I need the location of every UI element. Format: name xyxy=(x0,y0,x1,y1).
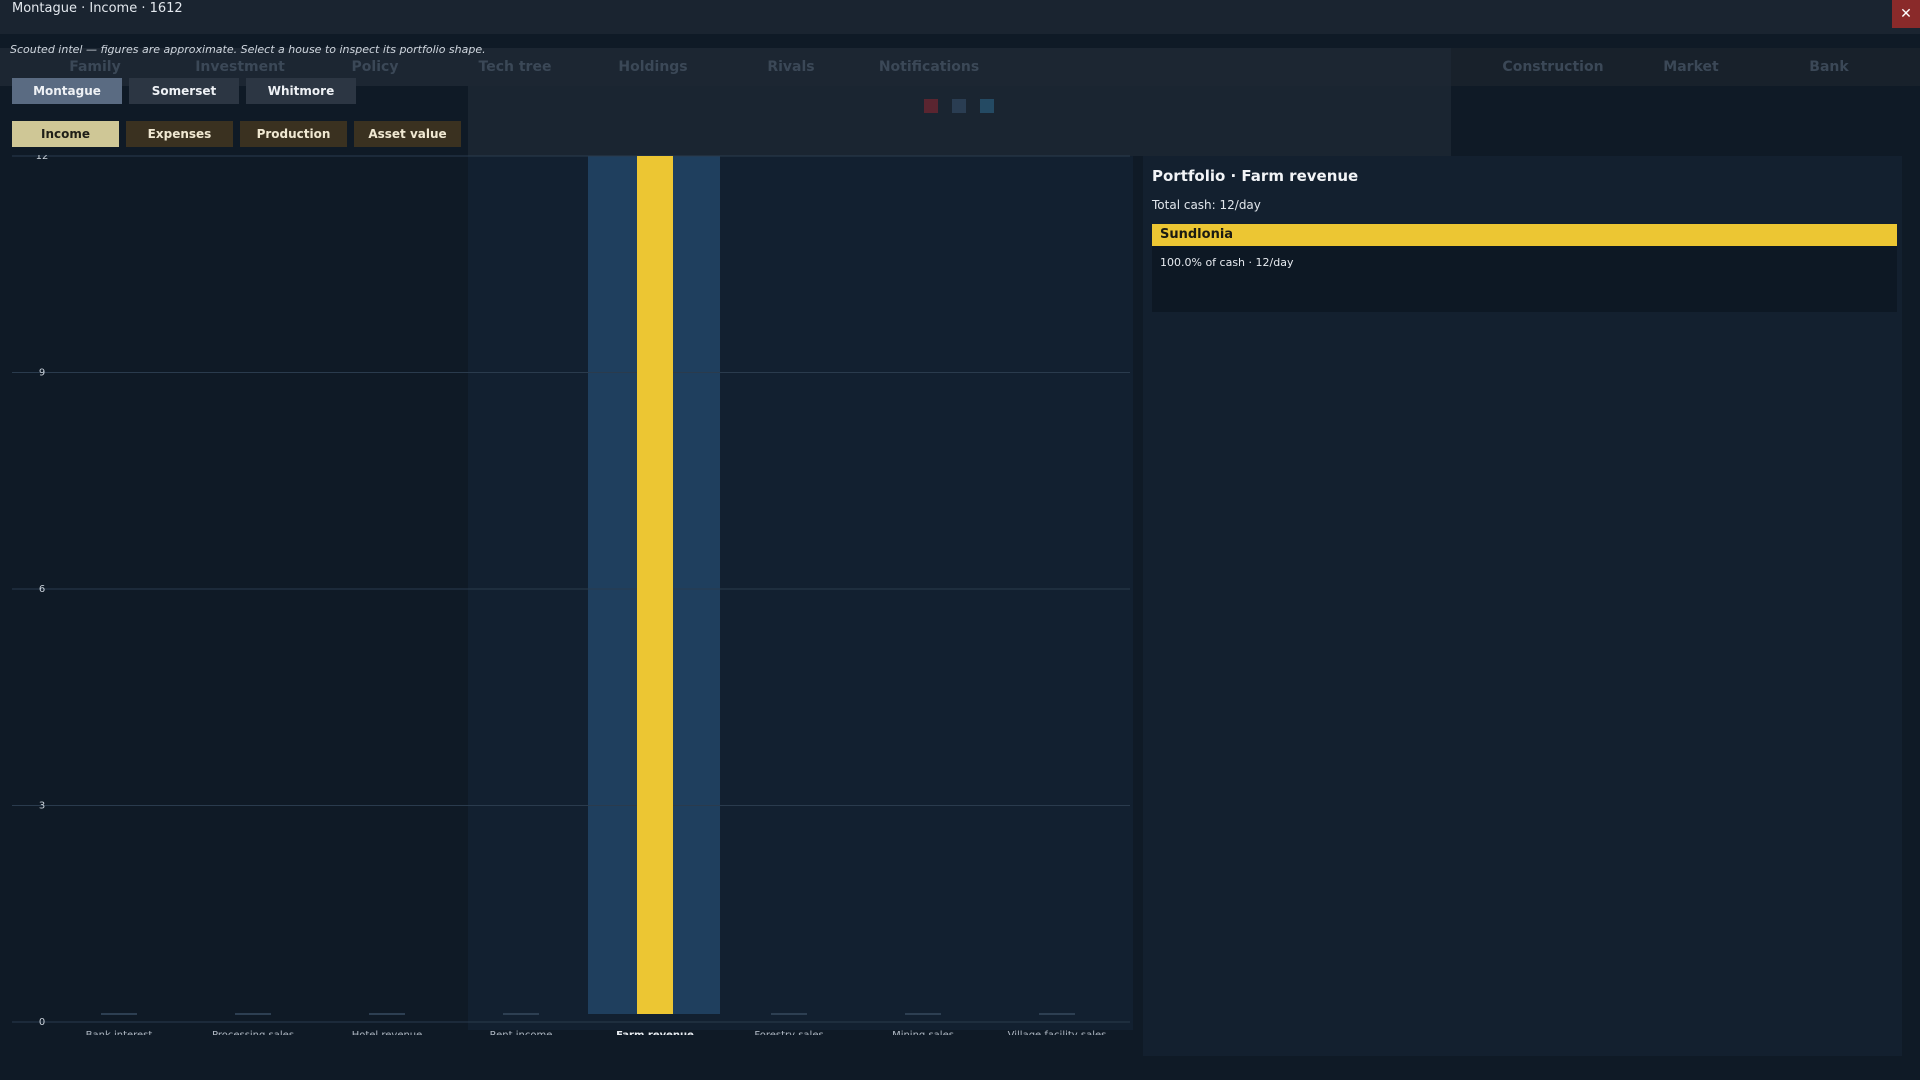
metric-selector: Income Expenses Production Asset value xyxy=(12,121,461,147)
background-tab-tech-tree: Tech tree xyxy=(478,59,552,75)
portfolio-entry-name: Sundlonia xyxy=(1152,224,1897,246)
income-bar-chart: 0 3 6 9 12 Bank interest Processing sales Hotel… xyxy=(12,155,1130,1035)
background-tab-notifications: Notifications xyxy=(878,59,980,75)
house-button-montague[interactable]: Montague xyxy=(12,78,122,104)
background-tab-rivals: Rivals xyxy=(767,59,815,75)
bar xyxy=(369,1013,405,1015)
background-top-bar xyxy=(0,48,1451,86)
metric-button-income[interactable]: Income xyxy=(12,121,119,147)
metric-button-asset-value[interactable]: Asset value xyxy=(354,121,461,147)
background-square-icon xyxy=(980,99,994,113)
x-category-label[interactable]: Forestry sales xyxy=(754,1030,823,1035)
portfolio-entry-detail: 100.0% of cash · 12/day xyxy=(1160,256,1294,269)
bar xyxy=(503,1013,539,1015)
background-tab-holdings: Holdings xyxy=(618,59,688,75)
bar xyxy=(101,1013,137,1015)
portfolio-entry[interactable]: Sundlonia 100.0% of cash · 12/day xyxy=(1152,224,1897,312)
x-category-label[interactable]: Rent income xyxy=(490,1030,553,1035)
bar[interactable] xyxy=(637,156,673,1014)
house-selector: Montague Somerset Whitmore xyxy=(12,78,356,104)
intel-note: Scouted intel — figures are approximate.… xyxy=(10,43,486,56)
bar xyxy=(235,1013,271,1015)
y-tick-label: 9 xyxy=(39,368,45,379)
title-bar: Montague · Income · 1612 ✕ xyxy=(0,0,1920,34)
background-map-band xyxy=(468,156,1133,1030)
bar xyxy=(771,1013,807,1015)
x-category-label[interactable]: Processing sales xyxy=(212,1030,294,1035)
x-category-label[interactable]: Farm revenue xyxy=(616,1030,694,1035)
portfolio-total: Total cash: 12/day xyxy=(1152,198,1261,212)
close-button[interactable]: ✕ xyxy=(1892,0,1920,28)
background-square-icon xyxy=(952,99,966,113)
metric-button-expenses[interactable]: Expenses xyxy=(126,121,233,147)
background-tab-policy: Policy xyxy=(351,59,399,75)
background-top-bar-right xyxy=(1451,48,1920,86)
background-panel xyxy=(468,86,1451,156)
portfolio-panel: Portfolio · Farm revenue Total cash: 12/… xyxy=(1143,156,1902,1056)
metric-button-production[interactable]: Production xyxy=(240,121,347,147)
bar xyxy=(905,1013,941,1015)
x-category-label[interactable]: Bank interest xyxy=(86,1030,153,1035)
y-tick-label: 12 xyxy=(36,155,49,162)
bar xyxy=(1039,1013,1075,1015)
background-tab-bank: Bank xyxy=(1809,59,1849,75)
y-tick-label: 3 xyxy=(39,801,45,812)
x-category-label[interactable]: Village facility sales xyxy=(1008,1030,1107,1035)
x-category-label[interactable]: Hotel revenue xyxy=(352,1030,423,1035)
background-tab-investment: Investment xyxy=(195,59,285,75)
income-chart: 0 3 6 9 12 Bank interest Processing sales Hotel… xyxy=(12,155,1132,1035)
background-tab-market: Market xyxy=(1663,59,1719,75)
y-tick-label: 6 xyxy=(39,584,45,595)
x-category-label[interactable]: Mining sales xyxy=(892,1030,954,1035)
y-tick-label: 0 xyxy=(39,1017,45,1028)
background-alert-icon xyxy=(924,99,938,113)
background-tab-family: Family xyxy=(69,59,121,75)
portfolio-title: Portfolio · Farm revenue xyxy=(1152,167,1359,185)
house-button-somerset[interactable]: Somerset xyxy=(129,78,239,104)
house-button-whitmore[interactable]: Whitmore xyxy=(246,78,356,104)
window-title: Montague · Income · 1612 xyxy=(12,1,183,16)
background-tab-construction: Construction xyxy=(1502,59,1604,75)
